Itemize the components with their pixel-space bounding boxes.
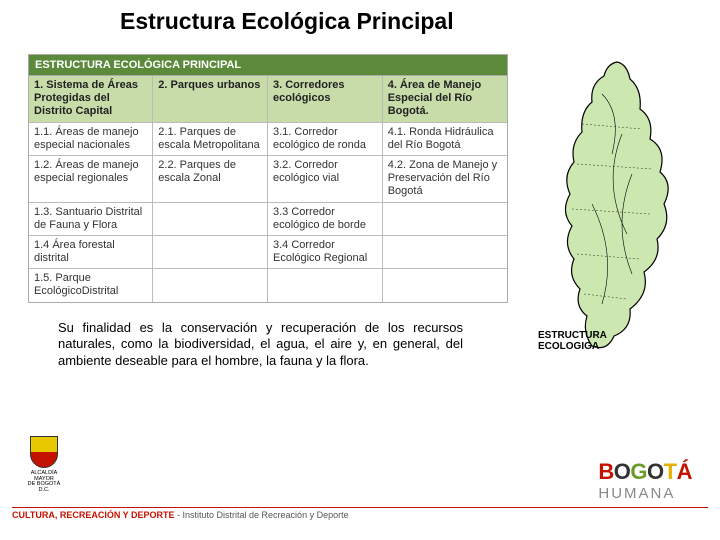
col-header-4: 4. Área de Manejo Especial del Río Bogot… bbox=[383, 76, 507, 122]
cell: 1.5. Parque EcológicoDistrital bbox=[29, 269, 153, 301]
map-label: ESTRUCTURA ECOLOGIGA bbox=[538, 330, 607, 352]
table-row: 1.1. Áreas de manejo especial nacionales… bbox=[29, 123, 507, 156]
map-label-line1: ESTRUCTURA bbox=[538, 330, 607, 341]
cell bbox=[383, 236, 507, 268]
col-header-1: 1. Sistema de Áreas Protegidas del Distr… bbox=[29, 76, 153, 122]
table-row: 1.3. Santuario Distrital de Fauna y Flor… bbox=[29, 203, 507, 236]
bogota-humana-logo: BOGOTÁ HUMANA bbox=[598, 459, 692, 502]
cell bbox=[383, 269, 507, 301]
cell bbox=[268, 269, 383, 301]
table-row: 1.4 Área forestal distrital 3.4 Corredor… bbox=[29, 236, 507, 269]
cell bbox=[383, 203, 507, 235]
ecological-structure-table: ESTRUCTURA ECOLÓGICA PRINCIPAL 1. Sistem… bbox=[28, 54, 508, 303]
map-svg bbox=[532, 54, 702, 364]
col-header-2: 2. Parques urbanos bbox=[153, 76, 268, 122]
col-header-3: 3. Corredores ecológicos bbox=[268, 76, 383, 122]
cell: 1.2. Áreas de manejo especial regionales bbox=[29, 156, 153, 202]
humana-wordmark: HUMANA bbox=[598, 485, 692, 502]
cell: 3.2. Corredor ecológico vial bbox=[268, 156, 383, 202]
map-outline bbox=[565, 62, 668, 348]
table-row: 1.5. Parque EcológicoDistrital bbox=[29, 269, 507, 301]
cell bbox=[153, 269, 268, 301]
alcaldia-text-2: DE BOGOTÁ D.C. bbox=[22, 482, 66, 494]
cell: 2.2. Parques de escala Zonal bbox=[153, 156, 268, 202]
cell: 4.1. Ronda Hidráulica del Río Bogotá bbox=[383, 123, 507, 155]
description-paragraph: Su finalidad es la conservación y recupe… bbox=[58, 320, 463, 369]
cell: 3.1. Corredor ecológico de ronda bbox=[268, 123, 383, 155]
footer: CULTURA, RECREACIÓN Y DEPORTE - Institut… bbox=[12, 507, 708, 520]
table-main-header: ESTRUCTURA ECOLÓGICA PRINCIPAL bbox=[29, 55, 507, 76]
shield-icon bbox=[30, 436, 58, 468]
cell: 1.3. Santuario Distrital de Fauna y Flor… bbox=[29, 203, 153, 235]
cell: 2.1. Parques de escala Metropolitana bbox=[153, 123, 268, 155]
footer-bold: CULTURA, RECREACIÓN Y DEPORTE bbox=[12, 510, 175, 520]
cell: 3.4 Corredor Ecológico Regional bbox=[268, 236, 383, 268]
cell: 1.1. Áreas de manejo especial nacionales bbox=[29, 123, 153, 155]
cell: 4.2. Zona de Manejo y Preservación del R… bbox=[383, 156, 507, 202]
footer-rest: - Instituto Distrital de Recreación y De… bbox=[175, 510, 349, 520]
bogota-map: ESTRUCTURA ECOLOGIGA bbox=[532, 54, 702, 364]
bogota-wordmark: BOGOTÁ bbox=[598, 459, 692, 485]
cell: 3.3 Corredor ecológico de borde bbox=[268, 203, 383, 235]
cell: 1.4 Área forestal distrital bbox=[29, 236, 153, 268]
table-row: 1.2. Áreas de manejo especial regionales… bbox=[29, 156, 507, 203]
alcaldia-logo: ALCALDÍA MAYOR DE BOGOTÁ D.C. bbox=[22, 436, 66, 494]
map-label-line2: ECOLOGIGA bbox=[538, 341, 599, 352]
table-column-headers: 1. Sistema de Áreas Protegidas del Distr… bbox=[29, 76, 507, 123]
page-title: Estructura Ecológica Principal bbox=[120, 8, 454, 35]
cell bbox=[153, 203, 268, 235]
cell bbox=[153, 236, 268, 268]
